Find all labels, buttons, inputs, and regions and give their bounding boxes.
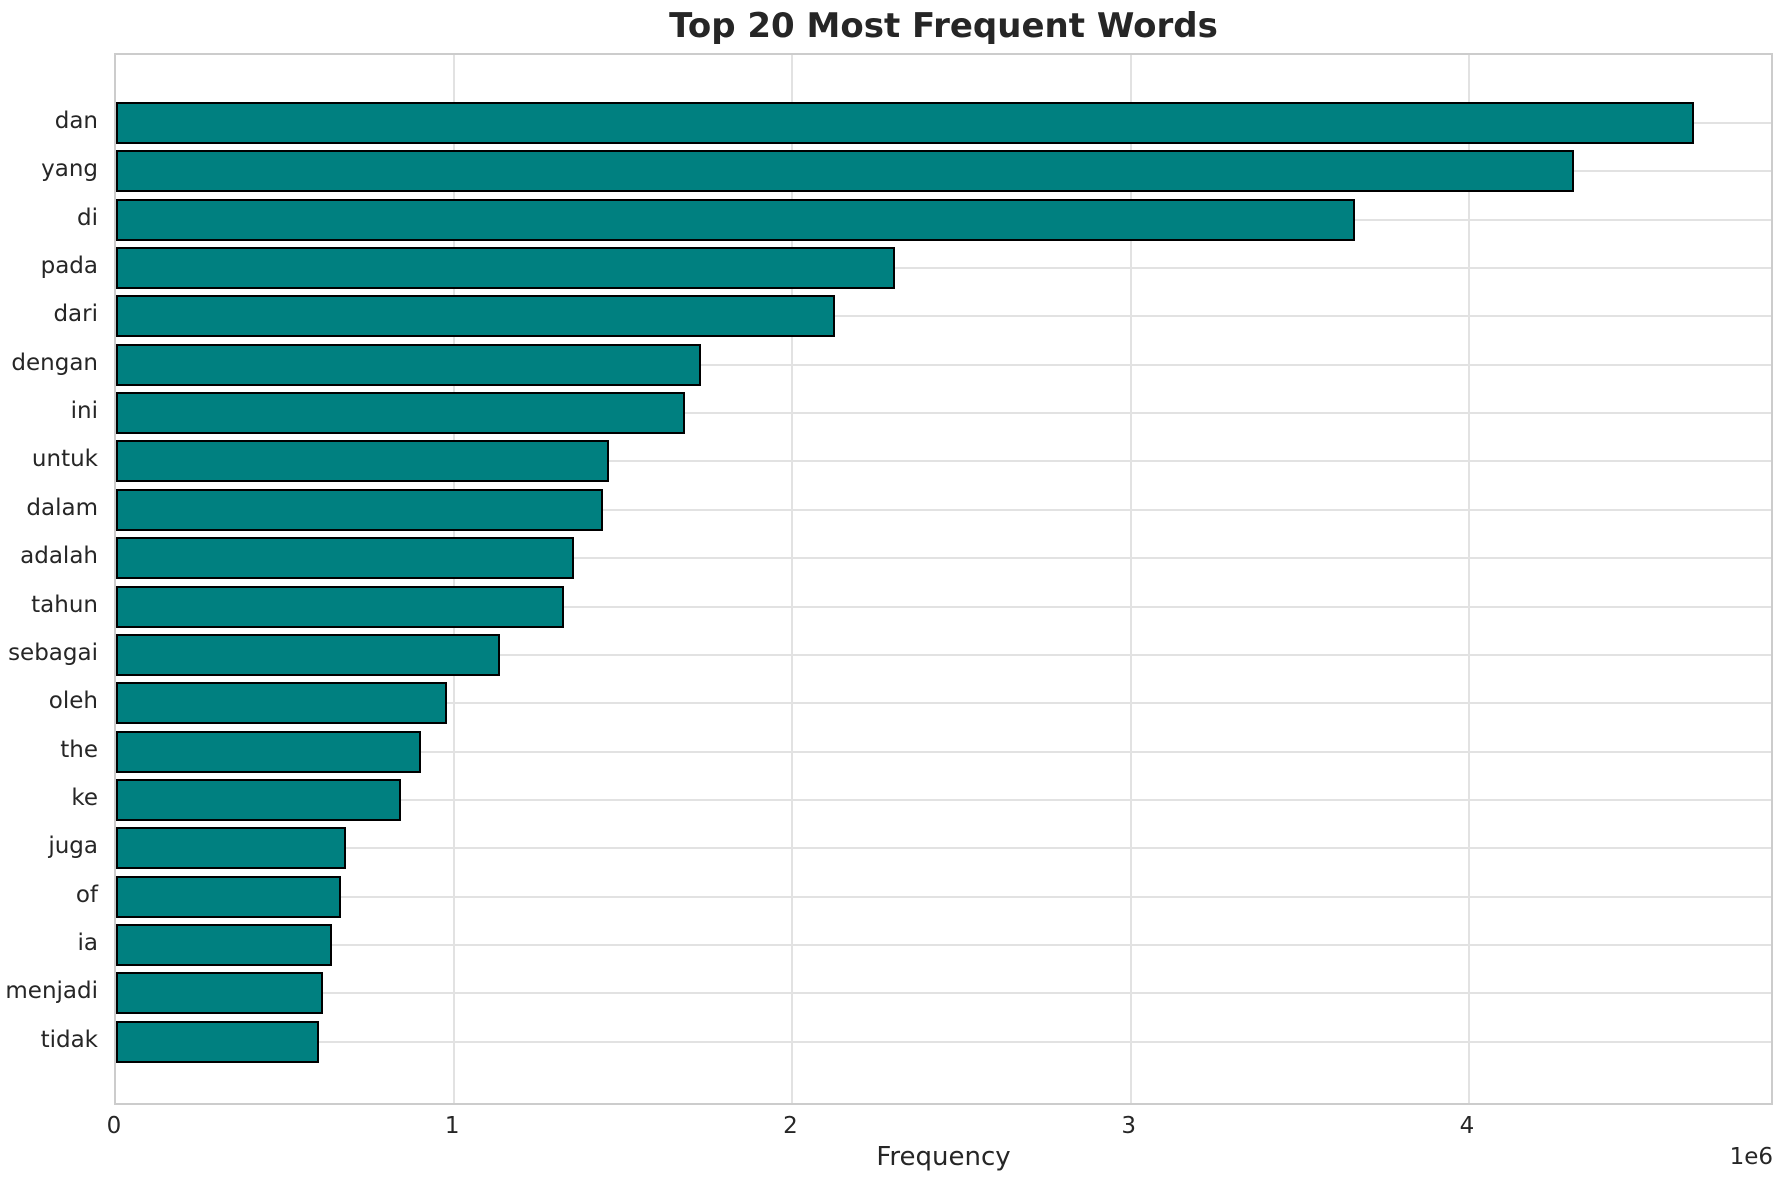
y-gridline (116, 702, 1771, 705)
y-tick-label: menjadi (5, 978, 98, 1005)
bar-dalam (116, 488, 604, 531)
y-gridline (116, 798, 1771, 801)
chart-title: Top 20 Most Frequent Words (669, 6, 1218, 46)
y-tick-label: of (75, 881, 98, 908)
bar-ini (116, 392, 685, 435)
y-tick-label: yang (41, 156, 98, 183)
bar-tahun (116, 585, 564, 628)
bar-oleh (116, 682, 448, 725)
x-gridline (1129, 55, 1132, 1103)
x-tick-label: 0 (106, 1113, 122, 1139)
y-tick-label: di (77, 204, 98, 231)
y-tick-label: ini (70, 398, 98, 425)
plot-area (114, 53, 1773, 1105)
y-tick-label: juga (48, 833, 98, 860)
y-gridline (116, 895, 1771, 898)
y-gridline (116, 605, 1771, 608)
x-tick-label: 2 (783, 1113, 798, 1139)
bar-of (116, 875, 341, 918)
bar-menjadi (116, 972, 323, 1015)
bar-di (116, 198, 1355, 241)
y-gridline (116, 557, 1771, 560)
bar-ke (116, 778, 402, 821)
bar-yang (116, 150, 1574, 193)
bar-dan (116, 102, 1694, 144)
y-tick-label: ia (77, 929, 98, 956)
bar-adalah (116, 537, 574, 580)
x-gridline (791, 55, 794, 1103)
y-tick-label: dalam (26, 494, 98, 521)
y-tick-label: sebagai (8, 639, 98, 666)
y-gridline (116, 750, 1771, 753)
y-gridline (116, 412, 1771, 415)
y-tick-label: dari (53, 301, 98, 328)
bar-juga (116, 827, 346, 870)
y-gridline (116, 943, 1771, 946)
y-tick-label: tahun (31, 591, 98, 618)
x-tick-label: 4 (1459, 1113, 1475, 1139)
bar-untuk (116, 440, 610, 483)
x-axis-label: Frequency (876, 1142, 1011, 1172)
y-tick-label: oleh (48, 688, 98, 715)
bar-tidak (116, 1020, 319, 1063)
y-gridline (116, 267, 1771, 270)
y-gridline (116, 653, 1771, 656)
x-tick-label: 3 (1121, 1113, 1136, 1139)
y-tick-label: the (60, 736, 98, 763)
y-gridline (116, 1040, 1771, 1043)
y-tick-label: ke (71, 784, 98, 811)
bar-dengan (116, 343, 702, 386)
y-tick-label: tidak (40, 1026, 98, 1053)
y-gridline (116, 460, 1771, 463)
bar-the (116, 730, 422, 773)
y-tick-label: dan (54, 108, 98, 134)
x-tick-label: 1 (444, 1113, 460, 1139)
y-gridline (116, 508, 1771, 511)
y-gridline (116, 363, 1771, 366)
y-gridline (116, 992, 1771, 995)
bar-dari (116, 295, 836, 338)
bar-pada (116, 247, 895, 290)
y-tick-label: adalah (20, 543, 98, 570)
x-gridline (1467, 55, 1470, 1103)
y-gridline (116, 847, 1771, 850)
y-tick-label: pada (40, 253, 98, 280)
bar-ia (116, 923, 333, 966)
y-gridline (116, 315, 1771, 318)
y-tick-label: dengan (11, 349, 98, 376)
y-tick-label: untuk (31, 446, 98, 473)
bar-sebagai (116, 633, 501, 676)
axis-offset-label: 1e6 (1729, 1144, 1773, 1170)
